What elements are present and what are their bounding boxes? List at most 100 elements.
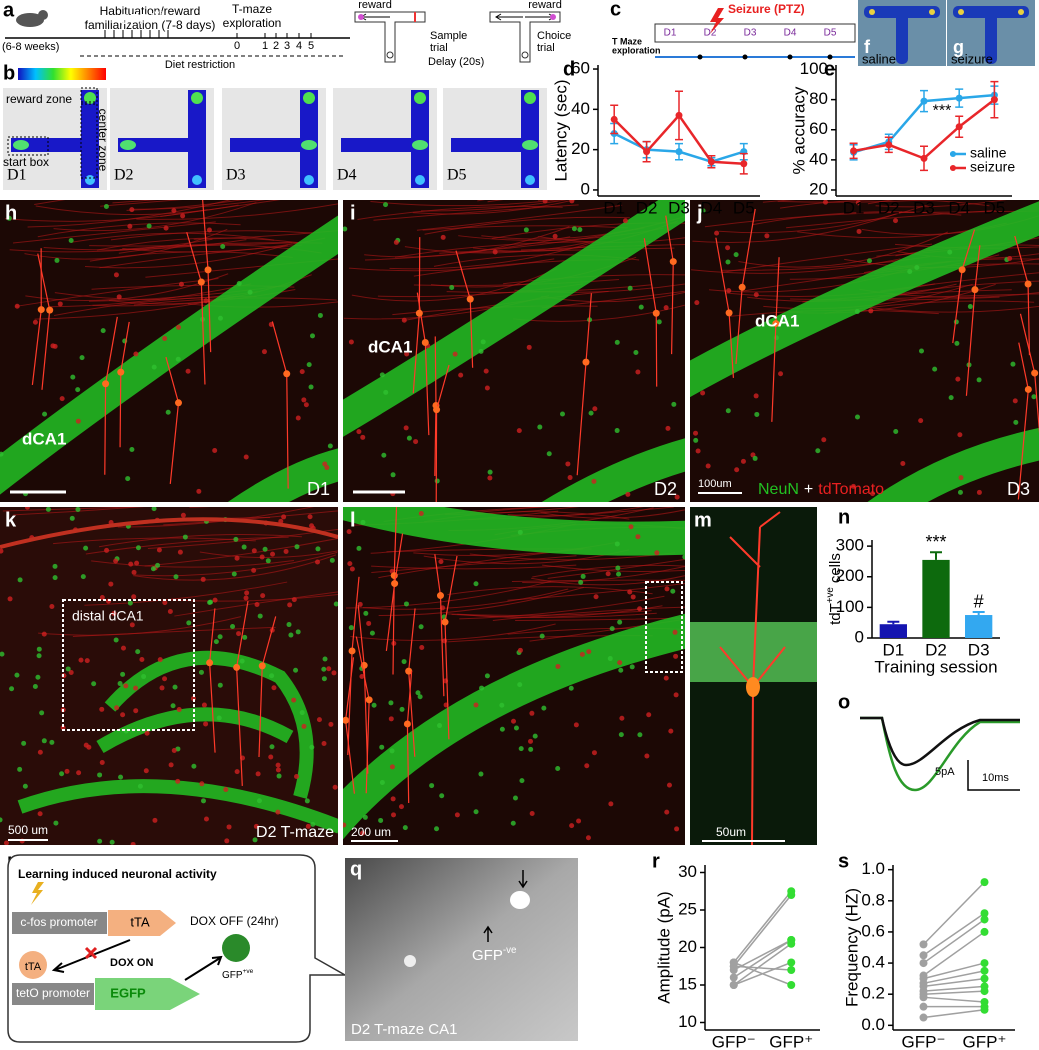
promoter-label: c-fos promoter [20, 915, 97, 929]
cell [206, 227, 212, 233]
data-point [980, 909, 989, 918]
cell [725, 259, 731, 265]
cell [17, 577, 23, 583]
exploration-dot [787, 54, 793, 60]
data-point [919, 940, 928, 949]
mouse-icon [38, 10, 48, 20]
x-tick-label: D1 [843, 198, 865, 217]
cell [64, 768, 70, 774]
cell [76, 770, 82, 776]
cell [571, 226, 577, 232]
neuron-soma [258, 662, 266, 670]
photo-caption: saline [862, 51, 896, 66]
cell [371, 702, 377, 708]
cell [646, 712, 652, 718]
x-tick-label: D3 [913, 198, 935, 217]
cell [528, 738, 534, 744]
cell [418, 624, 424, 630]
cell [80, 574, 86, 580]
cell [473, 702, 479, 708]
fiber [779, 200, 990, 209]
choice-maze-mouse [521, 51, 529, 59]
fiber [541, 290, 685, 309]
cell [175, 356, 181, 362]
fiber [99, 244, 303, 269]
cell [236, 631, 242, 637]
neuron-soma [283, 370, 291, 378]
neuron [665, 215, 674, 355]
cell [406, 435, 412, 441]
exploration: T-maze [232, 2, 272, 16]
neuron [104, 316, 118, 475]
cell [576, 818, 582, 824]
cell [579, 651, 585, 657]
cell [379, 780, 385, 786]
cell [635, 369, 641, 375]
cell [449, 285, 455, 291]
cell [569, 823, 575, 829]
cell [483, 368, 489, 374]
panel-letter: a [3, 0, 15, 21]
fiber [34, 200, 66, 206]
panel-letter: o [838, 691, 850, 713]
cell [256, 798, 262, 804]
hotspot [412, 140, 428, 150]
fiber [451, 612, 657, 618]
cell [196, 488, 202, 494]
cell [127, 223, 133, 229]
data-point [980, 878, 989, 887]
y-tick-label: 0 [581, 179, 590, 198]
cell [317, 312, 323, 318]
cell [201, 702, 207, 708]
heatmap [3, 88, 107, 190]
legend-label: saline [970, 145, 1007, 161]
cell [309, 523, 315, 529]
fiber [85, 536, 289, 555]
cell [700, 390, 706, 396]
region-label: dCA1 [22, 429, 66, 448]
cell [14, 672, 20, 678]
neuron [434, 336, 437, 477]
neuron-soma [421, 338, 429, 346]
diet: Diet restriction [165, 59, 235, 71]
scale-label: 10ms [982, 772, 1009, 784]
pair-line [733, 943, 792, 986]
cell [391, 812, 397, 818]
pair-line [923, 1009, 985, 1019]
habituation: Habituation/reward [100, 4, 201, 18]
cell [754, 411, 760, 417]
cell [957, 432, 963, 438]
cell [198, 669, 204, 675]
y-axis-label-tail: cells [827, 553, 844, 583]
fiber [53, 537, 256, 545]
data-point [787, 958, 796, 967]
cell [178, 281, 184, 287]
cell [668, 728, 674, 734]
cell [257, 613, 263, 619]
data-point [885, 141, 893, 149]
error-bar [930, 551, 942, 560]
hotspot [414, 92, 426, 104]
cell [3, 840, 9, 845]
session-label: D1 [664, 28, 677, 39]
cell [546, 451, 552, 457]
panel-letter: q [350, 858, 362, 880]
cell [99, 706, 105, 712]
cell [390, 472, 396, 478]
cell [173, 574, 179, 580]
legend-label: seizure [970, 159, 1015, 175]
panel-letter: n [838, 506, 850, 528]
trace-gfp-pos [860, 716, 1020, 792]
day-label: D1 [307, 479, 330, 499]
x-tick-label: D2 [925, 640, 947, 659]
cell [295, 415, 301, 421]
y-tick-label: 10 [678, 1012, 697, 1031]
cell [440, 234, 446, 240]
cell [146, 223, 152, 229]
data-point [643, 148, 651, 156]
cell [321, 741, 327, 747]
data-point [955, 123, 963, 131]
cell [97, 838, 103, 844]
cell [948, 395, 954, 401]
gfp-pos-label-base: GFP [118, 11, 149, 28]
